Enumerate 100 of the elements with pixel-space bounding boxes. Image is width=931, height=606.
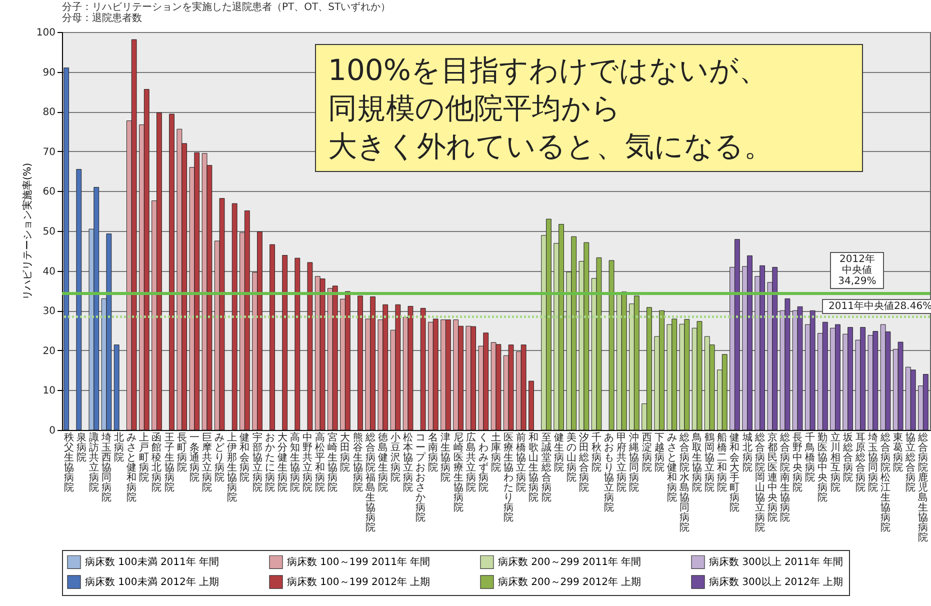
x-tick-label: 中野共立病院 [302,432,313,494]
legend-label: 病床数 200～299 2012年 上期 [498,576,642,588]
category-label: 総合病院水島協同病院 [679,432,690,534]
x-tick-label: 千鳥橋病院 [804,432,816,484]
x-tick-label: 沖縄協同病院 [628,432,640,494]
x-tick-label: 高知生協病院 [290,432,300,494]
annotation: 大きく外れていると、気になる。 [328,128,774,165]
y-tick-label: 80 [42,107,56,118]
x-tick-label: 勤医協中央病院 [818,432,828,504]
x-tick-label: 千秋病院 [592,432,602,474]
x-tick-label: 秩父生協病院 [64,432,74,494]
x-tick-label: 尼崎医療生協病院 [453,432,464,514]
category-label: 総合病院松江生協病院 [880,432,891,534]
legend-label: 病床数 100未満 2012年 上期 [85,576,220,588]
x-tick-label: 徳島健生病院 [378,432,388,494]
bar [270,244,275,430]
x-tick-label: 一条通病院 [189,432,200,484]
bar [64,68,70,430]
callout-box: 100%を目指すわけではないが、 同規模の他院平均から 大きく外れていると、気になる。 [315,44,863,172]
x-tick-label: 耳原総合病院 [854,432,866,494]
x-tick-label: 坂総合病院 [842,432,853,484]
x-tick-label: 王子生協病院 [164,432,174,494]
y-tick-label: 100 [36,28,56,38]
y-tick-label: 60 [42,186,56,198]
legend-label: 病床数 300以上 2011年 年間 [709,556,844,568]
x-tick-label: 鳥取生協病院 [691,432,702,494]
category-label: 京都民医連中央病院 [767,432,778,524]
bar [307,262,313,430]
x-tick-label: くわみず病院 [478,432,488,494]
x-tick-label: 至誠堂総合病院 [540,432,552,504]
x-tick-label: 松本協立病院 [403,432,414,494]
y-tick-label: 70 [42,146,56,158]
x-tick-label: 宮崎生協病院 [328,432,338,494]
y-tick-label: 40 [42,266,56,278]
x-tick-label: 名南病院 [428,432,438,474]
x-tick-label: みさと健和病院 [126,432,137,504]
x-tick-label: 熊谷生協病院 [352,432,363,494]
x-tick-label: 上戸町病院 [139,432,150,484]
x-tick-label: 下越病院 [654,432,664,474]
category-label: 医療生協わたり病院 [504,432,514,524]
legend-label: 病床数 100～199 2011年 年間 [287,556,430,568]
bar [76,169,82,430]
x-tick-label: 長町病院 [176,432,187,474]
x-tick-label: 健生病院 [554,432,564,474]
x-tick-label: 大田病院 [340,432,350,474]
category-label: 総合病院鹿児島生協病院 [918,432,928,544]
x-tick-label: 函館稜北病院 [152,432,162,494]
y-tick-label: 20 [42,346,56,357]
bar [282,255,288,430]
x-tick-label: 泉病院 [76,432,86,464]
category-label: コープおおさか病院 [416,432,426,524]
x-tick-label: 西淀病院 [642,432,652,474]
y-tick-label: 10 [42,386,56,397]
x-tick-label: あおもり協立病院 [604,432,614,514]
bar [358,296,363,430]
category-label: 総合病院岡山協立病院 [754,432,765,534]
x-tick-label: みどり病院 [214,432,225,484]
legend-label: 病床数 100未満 2011年 年間 [85,556,220,568]
y-tick-label: 50 [42,226,56,238]
x-tick-label: 諏訪共立病院 [88,432,99,494]
x-tick-label: 健和会大手町病院 [730,432,740,514]
x-tick-label: みさと健和病院 [666,432,677,504]
x-tick-label: 健和会病院 [240,432,250,484]
bar [294,258,300,430]
bar [420,308,426,430]
y-tick-label: 90 [42,67,56,78]
x-tick-label: 和歌山生協病院 [528,432,539,504]
x-tick-label: 小豆沢病院 [390,432,400,484]
x-tick-label: おかたに病院 [264,432,275,494]
x-tick-label: 東葛病院 [893,432,904,474]
text: 分子：リハビリテーションを実施した退院患者（PT、OT、STいずれか） [62,2,391,13]
x-tick-label: 鶴岡協立病院 [704,432,715,494]
x-tick-label: 城北病院 [741,432,752,474]
x-tick-label: 美の山病院 [566,432,576,484]
bar [114,344,120,430]
x-tick-label: 立川相互病院 [830,432,840,494]
x-tick-label: 宇部協立病院 [252,432,262,494]
annotation: 100%を目指すわけではないが、 [328,52,769,89]
annotation: 同規模の他院平均から [328,90,622,127]
ref-line-label: 2012年中央値34,29% [830,252,884,289]
bar [608,260,614,430]
x-tick-label: 広島共立病院 [466,432,476,494]
legend-label: 病床数 200～299 2011年 年間 [498,556,642,568]
x-tick-label: 津生協病院 [440,432,451,484]
category-label: 総合病院福島生協病院 [365,432,376,534]
y-axis-title: リハビリテーション実施率(%) [21,162,34,300]
x-tick-label: 北病院 [114,432,124,464]
y-tick-label: 0 [49,426,56,436]
x-tick-label: 長野中央病院 [792,432,803,494]
x-tick-label: 船橋二和病院 [717,432,728,494]
x-tick-label: 埼玉西協同病院 [100,432,112,504]
x-tick-label: 汐田総合病院 [578,432,589,494]
x-tick-label: 大分健生病院 [277,432,288,494]
x-tick-label: 巨摩共立病院 [202,432,212,494]
bar [232,203,238,430]
x-tick-label: 土庫病院 [491,432,501,474]
x-tick-label: 高松平和病院 [315,432,326,494]
x-tick-label: 協立総合病院 [904,432,916,494]
text: 分母：退院患者数 [62,13,142,24]
x-tick-label: 甲府共立病院 [616,432,627,494]
